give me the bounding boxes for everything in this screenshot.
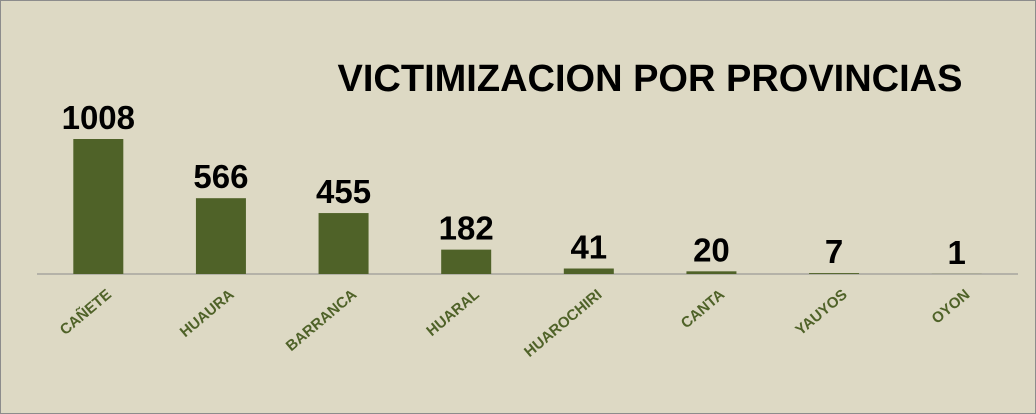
bar (686, 271, 737, 274)
bar (809, 273, 860, 274)
bar (318, 213, 369, 274)
data-label: 20 (693, 231, 730, 268)
data-label: 1008 (62, 99, 135, 136)
bar (441, 249, 492, 274)
data-label: 7 (825, 233, 843, 270)
data-label: 1 (948, 234, 966, 271)
data-label: 41 (570, 229, 607, 266)
data-label: 566 (193, 158, 248, 195)
data-label: 455 (316, 173, 371, 210)
bar (73, 139, 124, 274)
chart-title: VICTIMIZACION POR PROVINCIAS (338, 58, 963, 100)
bar (195, 198, 246, 274)
bar (563, 268, 614, 274)
data-label: 182 (439, 210, 494, 247)
